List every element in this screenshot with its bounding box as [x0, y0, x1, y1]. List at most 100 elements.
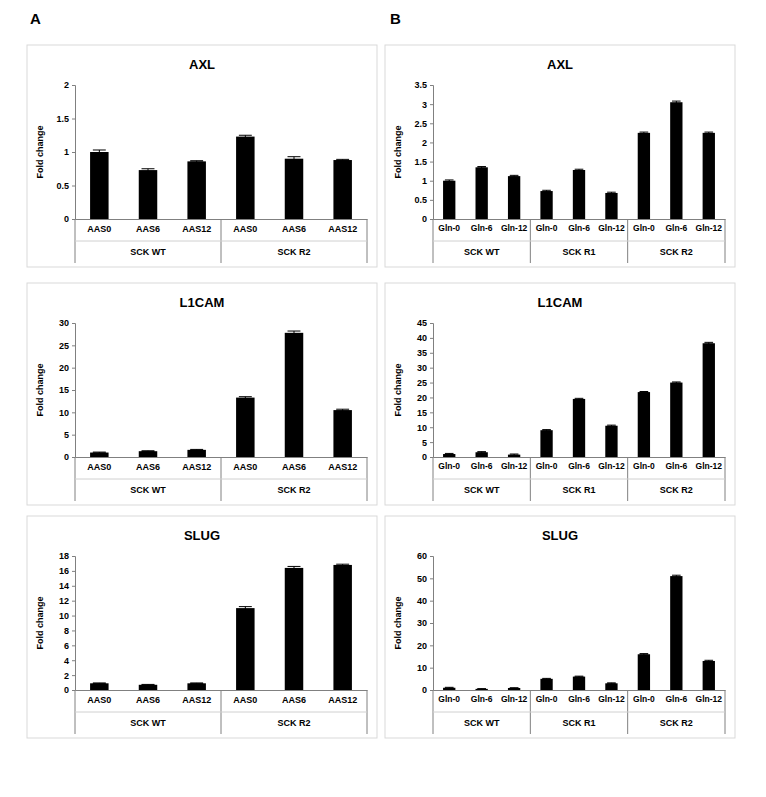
chart-frame — [385, 283, 735, 505]
tick: Gln-0 — [633, 223, 655, 233]
bar — [139, 451, 157, 457]
tick-mark — [430, 668, 433, 669]
chart-title: L1CAM — [538, 295, 583, 310]
bar — [187, 683, 205, 690]
bar — [573, 399, 585, 457]
tick-label: 8 — [64, 626, 69, 636]
bar — [605, 193, 617, 219]
chart: SLUGFold change0102030405060Gln-0Gln-6Gl… — [385, 516, 735, 738]
tick: Gln-12 — [696, 694, 723, 704]
error-cap — [510, 176, 519, 177]
tick-label: 40 — [417, 596, 427, 606]
error-bar — [542, 678, 551, 680]
axis-line — [430, 557, 434, 691]
tick-label: Gln-12 — [598, 223, 625, 233]
bar — [670, 576, 682, 690]
bar — [139, 170, 157, 219]
tick-label: AAS0 — [233, 224, 257, 234]
tick-label: AAS6 — [282, 462, 306, 472]
tick: Gln-6 — [665, 694, 687, 704]
tick-mark — [430, 123, 433, 124]
group-label: SCK R1 — [562, 718, 595, 728]
bar — [333, 410, 351, 457]
tick: AAS6 — [136, 462, 160, 472]
tick: AAS12 — [328, 224, 357, 234]
tick: 2 — [422, 138, 433, 148]
error-cap — [445, 453, 454, 454]
group-divider — [75, 479, 367, 480]
error-bar — [477, 167, 486, 169]
chart-frame — [385, 45, 735, 267]
tick-label: 15 — [59, 385, 69, 395]
tick: 2 — [64, 670, 75, 680]
tick: Gln-12 — [598, 694, 625, 704]
bar — [476, 452, 488, 457]
tick: AAS6 — [282, 224, 306, 234]
error-cap — [704, 133, 713, 134]
group-divider — [433, 479, 725, 480]
error-stem — [294, 331, 295, 335]
tick-mark — [430, 397, 433, 398]
tick-label: 25 — [417, 378, 427, 388]
error-cap — [93, 683, 106, 684]
tick: 2.5 — [414, 119, 433, 129]
category-groups: SCK WTSCK R1SCK R2 — [433, 457, 725, 501]
error-cap — [93, 682, 106, 683]
error-cap — [704, 344, 713, 345]
tick-label: 3.5 — [414, 80, 427, 90]
tick-label: 1 — [422, 176, 427, 186]
tick-mark — [72, 345, 75, 346]
group-label: SCK R1 — [562, 247, 595, 257]
panel-label: A — [30, 10, 41, 27]
error-cap — [190, 683, 203, 684]
bar — [670, 383, 682, 457]
tick-label: AAS0 — [233, 462, 257, 472]
tick: AAS0 — [87, 695, 111, 705]
tick-label: AAS12 — [328, 462, 357, 472]
tick: 0.5 — [56, 181, 75, 191]
tick-label: Gln-12 — [598, 694, 625, 704]
axis-line — [72, 86, 76, 220]
bar — [187, 161, 205, 219]
chart-title: SLUG — [184, 528, 220, 543]
axis-title: Fold change — [35, 125, 45, 178]
tick-label: 10 — [417, 663, 427, 673]
error-cap — [336, 160, 349, 161]
bar — [285, 568, 303, 690]
tick-label: AAS0 — [233, 695, 257, 705]
tick: AAS12 — [328, 695, 357, 705]
tick-label: 2 — [422, 138, 427, 148]
tick-mark — [430, 200, 433, 201]
tick-label: Gln-12 — [696, 461, 723, 471]
tick: 45 — [417, 318, 433, 328]
error-bar — [93, 682, 106, 684]
tick: AAS12 — [182, 224, 211, 234]
group-divider — [433, 712, 725, 713]
error-bar — [445, 687, 454, 689]
bar — [508, 176, 520, 219]
tick: AAS6 — [136, 224, 160, 234]
tick: 20 — [417, 393, 433, 403]
tick-label: 20 — [417, 641, 427, 651]
axis-title: Fold change — [393, 596, 403, 649]
error-cap — [142, 171, 155, 172]
tick: Gln-0 — [438, 461, 460, 471]
tick: 60 — [417, 551, 433, 561]
bar — [236, 137, 254, 219]
tick-label: 60 — [417, 551, 427, 561]
tick-label: 18 — [59, 551, 69, 561]
error-bar — [704, 132, 713, 134]
error-cap — [575, 170, 584, 171]
tick-label: 6 — [64, 641, 69, 651]
tick-label: AAS0 — [87, 462, 111, 472]
tick-mark — [430, 412, 433, 413]
error-cap — [640, 391, 649, 392]
tick-mark — [430, 623, 433, 624]
error-cap — [288, 331, 301, 332]
tick-label: 0 — [64, 452, 69, 462]
tick-label: 20 — [417, 393, 427, 403]
error-cap — [575, 398, 584, 399]
tick: AAS0 — [233, 224, 257, 234]
error-cap — [672, 103, 681, 104]
error-cap — [477, 168, 486, 169]
